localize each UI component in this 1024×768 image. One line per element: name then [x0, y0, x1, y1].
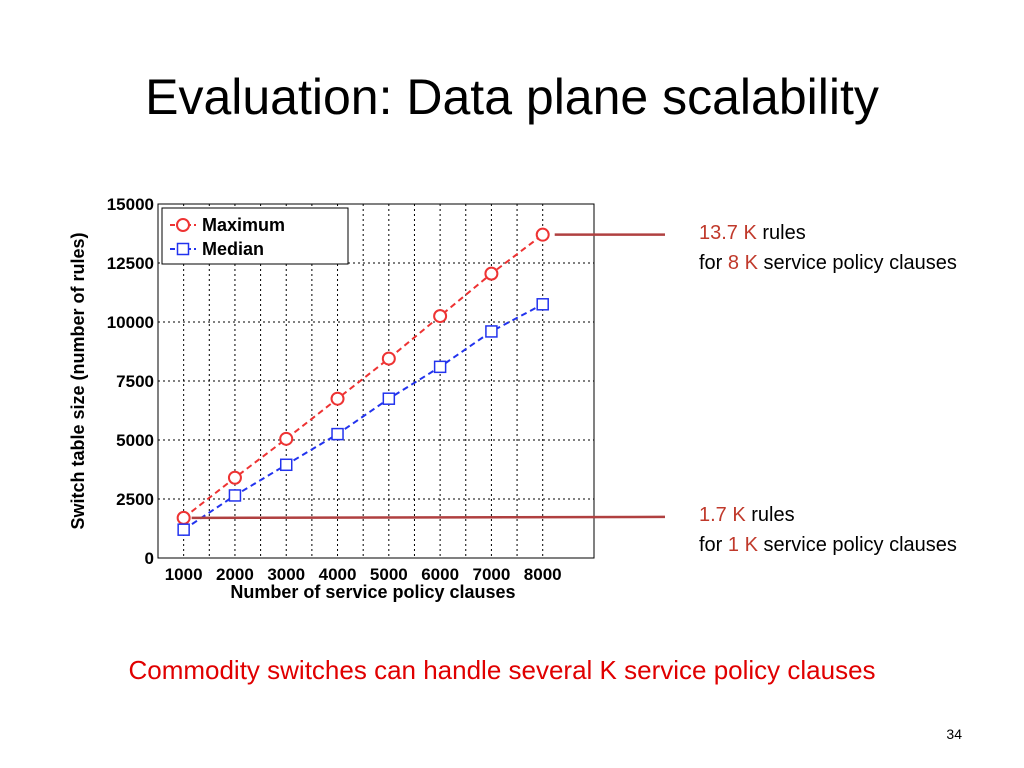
annotation-top-value: 13.7 K: [699, 222, 757, 244]
annotation-top-prefix: for: [699, 252, 723, 274]
page-number: 34: [946, 726, 962, 742]
series-median: [177, 298, 549, 536]
series-maximum: [176, 227, 550, 525]
x-tick-label: 4000: [319, 565, 357, 584]
data-point: [177, 523, 190, 536]
line-chart: 1000 2000 3000 4000 5000 6000 7000 8000 0 2500 500…: [68, 195, 595, 602]
slide-footer-message: Commodity switches can handle several K …: [128, 655, 876, 685]
data-point: [381, 351, 396, 366]
data-point: [228, 489, 242, 502]
data-point: [331, 427, 344, 441]
series-line: [183, 233, 544, 519]
legend-entry: Median: [202, 239, 264, 259]
data-point: [330, 391, 345, 406]
annotation-bottom-unit: rules: [751, 504, 795, 526]
x-tick-label: 3000: [267, 565, 305, 584]
y-axis-label: Switch table size (number of rules): [68, 232, 88, 529]
annotation-bottom: 1.7 K rules for 1 K service policy claus…: [699, 500, 957, 560]
annotation-bottom-value: 1.7 K: [699, 504, 746, 526]
x-tick-label: 5000: [370, 565, 408, 584]
legend: Maximum Median: [161, 207, 349, 265]
y-tick-label: 0: [145, 549, 154, 568]
data-point: [382, 392, 396, 405]
y-tick-label: 15000: [107, 195, 154, 214]
data-point: [535, 227, 550, 242]
y-tick-label: 10000: [107, 313, 154, 332]
data-point: [485, 325, 498, 338]
legend-marker: [176, 218, 190, 232]
data-point: [433, 360, 447, 374]
y-tick-label: 12500: [107, 254, 154, 273]
data-point: [279, 431, 294, 446]
series-group: [176, 227, 550, 536]
plot-frame: [157, 203, 595, 559]
x-tick-label: 6000: [421, 565, 459, 584]
x-tick-label: 2000: [216, 565, 254, 584]
legend-box: [161, 207, 349, 265]
data-point: [279, 458, 293, 472]
y-tick-label: 7500: [116, 372, 154, 391]
series-line: [183, 303, 544, 531]
x-tick-label: 8000: [524, 565, 562, 584]
annotation-top-unit: rules: [762, 222, 806, 244]
slide-title: Evaluation: Data plane scalability: [145, 69, 879, 125]
annotation-top-suffix: service policy clauses: [763, 252, 957, 274]
annotation-top-value2: 8 K: [727, 252, 758, 274]
x-tick-label: 1000: [165, 565, 203, 584]
data-point: [227, 470, 242, 485]
annotation-bottom-value2: 1 K: [727, 534, 758, 556]
y-tick-label: 2500: [116, 490, 154, 509]
legend-marker: [176, 242, 190, 256]
y-tick-label: 5000: [116, 431, 154, 450]
annotation-top: 13.7 K rules for 8 K service policy clau…: [699, 218, 957, 278]
x-tick-label: 7000: [472, 565, 510, 584]
data-point: [176, 510, 191, 525]
data-point: [433, 309, 448, 324]
legend-entry: Maximum: [202, 215, 285, 235]
annotation-bottom-suffix: service policy clauses: [763, 534, 957, 556]
annotation-bottom-prefix: for: [699, 534, 723, 556]
data-point: [536, 298, 549, 311]
data-point: [484, 266, 499, 281]
x-axis-label: Number of service policy clauses: [230, 582, 515, 602]
tick-labels: 1000 2000 3000 4000 5000 6000 7000 8000 0 2500 500…: [107, 195, 562, 584]
